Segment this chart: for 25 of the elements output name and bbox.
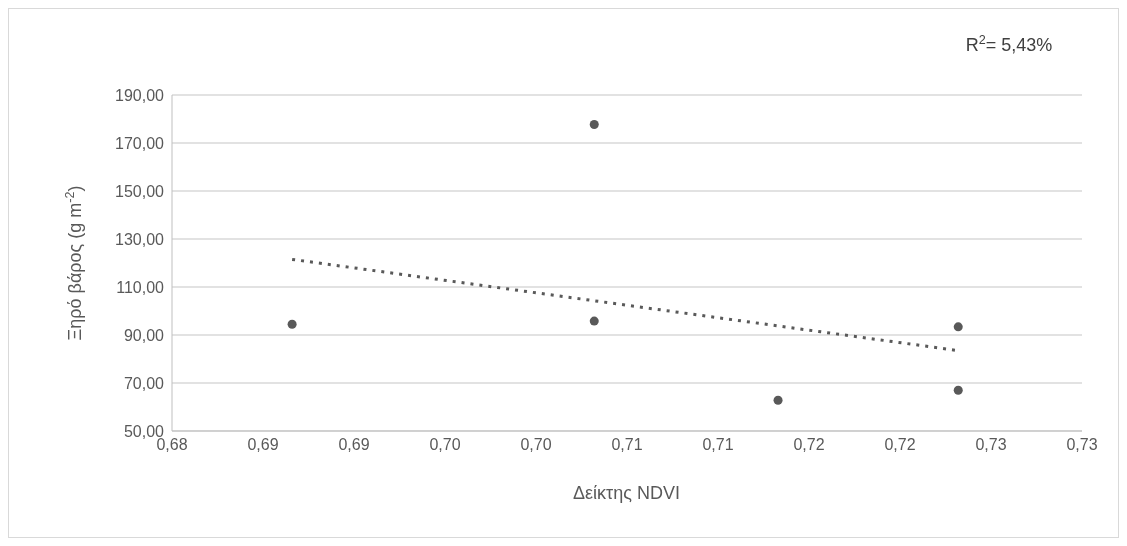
x-tick-label: 0,72: [884, 436, 916, 454]
point: [589, 316, 599, 326]
point: [953, 385, 963, 395]
y-tick-label: 170,00: [115, 134, 165, 152]
x-tick-label: 0,73: [975, 436, 1007, 454]
point: [953, 322, 963, 332]
x-tick-label: 0,70: [429, 436, 461, 454]
x-tick-label: 0,72: [793, 436, 825, 454]
point: [773, 395, 783, 405]
y-tick-label: 190,00: [115, 86, 165, 104]
y-tick-label: 70,00: [123, 374, 165, 392]
x-tick-label: 0,73: [1066, 436, 1098, 454]
y-tick-label: 110,00: [116, 278, 165, 296]
x-tick-label: 0,69: [247, 436, 279, 454]
x-tick-label: 0,70: [520, 436, 552, 454]
y-tick-label: 90,00: [123, 326, 165, 344]
y-tick-label: 130,00: [115, 230, 165, 248]
x-axis-title: Δείκτης NDVI: [573, 483, 680, 503]
x-tick-label: 0,71: [611, 436, 643, 454]
point: [589, 120, 599, 130]
y-tick-label: 150,00: [115, 182, 165, 200]
point: [287, 319, 297, 329]
x-tick-label: 0,71: [702, 436, 734, 454]
x-tick-label: 0,69: [338, 436, 370, 454]
text: R$^{2}$= 5,43%: [965, 33, 1053, 55]
